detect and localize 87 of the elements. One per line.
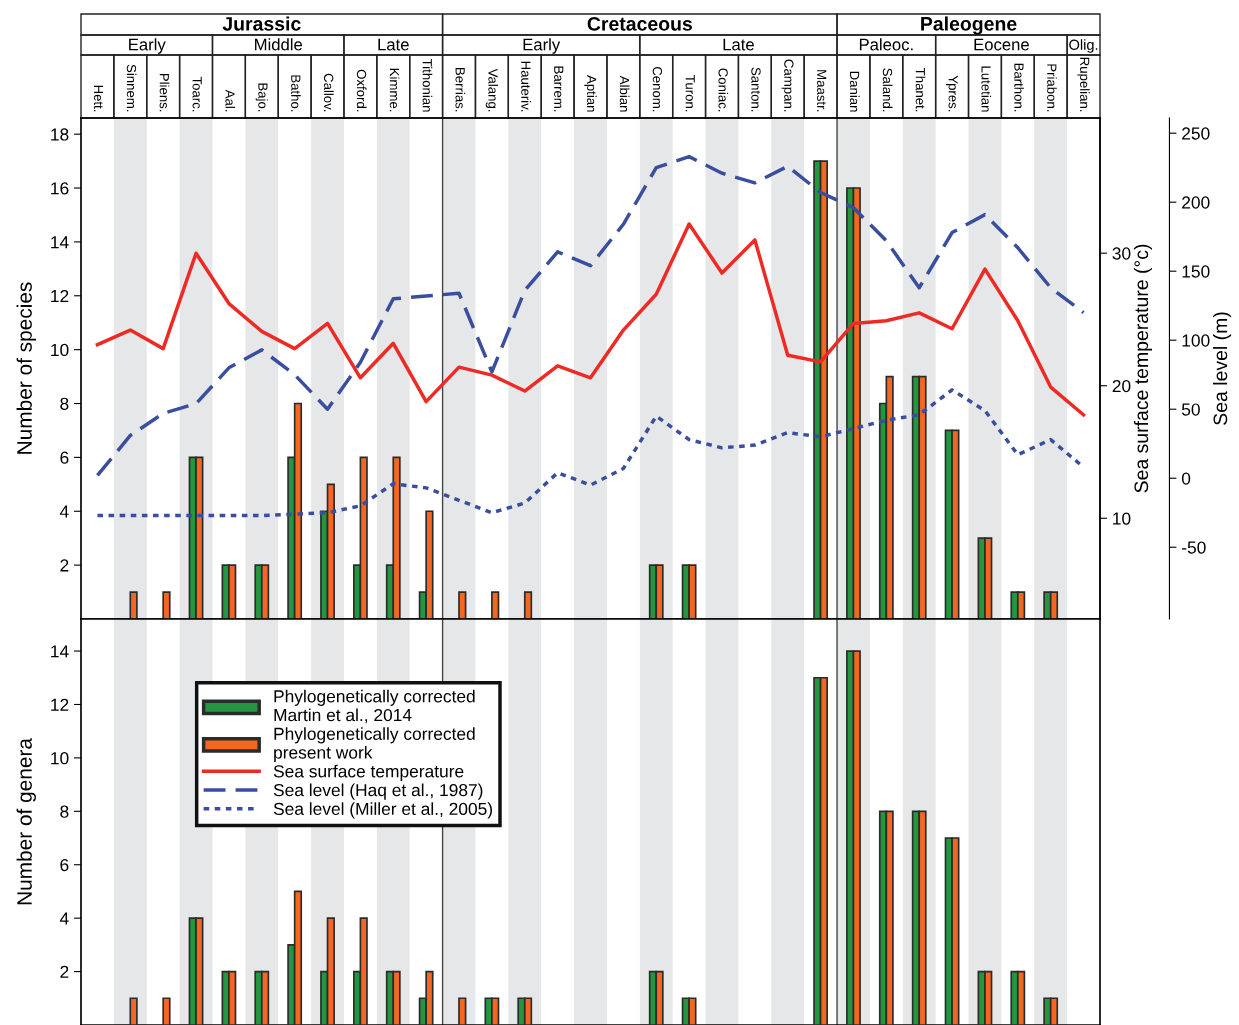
x-tick-label: Pliens. (159, 73, 170, 112)
line-series (95, 154, 1086, 478)
x-tick-label: Callov. (323, 73, 334, 112)
y2-tick-label: 10 (1113, 512, 1131, 525)
y-tick-label: 6 (60, 858, 69, 872)
y-axis-title: Number of species (16, 282, 36, 454)
y3-tick-label: 50 (1181, 403, 1200, 416)
legend-label: Sea surface temperature (273, 764, 464, 781)
bar (162, 997, 171, 1025)
x-tick-label: Santon. (751, 67, 761, 112)
x-tick-label: Rupelian. (1077, 57, 1090, 112)
x-tick-label: Kimme. (389, 68, 400, 112)
legend-label: Phylogenetically corrected Martin et al., 2014 (274, 689, 475, 724)
x-tick-label: Aptian (584, 75, 597, 112)
x-tick-label: Campan. (781, 59, 794, 112)
y-tick-label: 10 (51, 343, 69, 357)
x-tick-label: Barthon. (1014, 63, 1024, 112)
x-tick-label: Turon. (685, 75, 695, 112)
bar (491, 591, 500, 619)
x-tick-label: Barrem. (554, 66, 564, 112)
bar (458, 997, 467, 1025)
y-tick-label: 8 (60, 805, 69, 818)
x-tick-label: Ypres. (945, 75, 958, 112)
x-tick-label: Toarc. (192, 76, 202, 112)
text: Paleoc. (859, 38, 913, 51)
y3-tick-label: -50 (1182, 541, 1206, 554)
y3-axis-title: Sea level (m) (1212, 312, 1232, 425)
text: Cretaceous (587, 16, 692, 31)
legend-label: Phylogenetically corrected present work (274, 727, 475, 763)
bar (523, 591, 533, 619)
y-tick-label: 2 (60, 559, 69, 572)
y-tick-label: 12 (51, 698, 69, 711)
bar (458, 591, 467, 619)
text: Early (129, 38, 166, 54)
y2-tick-label: 30 (1112, 247, 1131, 260)
x-tick-label: Maastr. (817, 70, 827, 112)
text: Paleogene (921, 16, 1017, 35)
text: Late (378, 38, 409, 51)
bar (129, 997, 138, 1025)
y-tick-label: 4 (59, 505, 69, 518)
x-tick-label: Sinnem. (126, 64, 137, 112)
y2-tick-label: 20 (1112, 379, 1131, 393)
x-tick-label: Hauteriv. (521, 61, 531, 112)
x-tick-label: Bajo. (255, 83, 268, 112)
y-tick-label: 2 (60, 965, 69, 978)
x-tick-label: Valang. (485, 68, 499, 112)
x-tick-label: Aal. (225, 89, 236, 112)
x-tick-label: Saland. (882, 68, 893, 112)
y-tick-label: 14 (51, 236, 69, 249)
y3-tick-label: 200 (1182, 196, 1210, 209)
y-tick-label: 8 (60, 397, 69, 410)
x-tick-label: Coniac. (718, 68, 729, 112)
legend-label: Sea level (Haq et al., 1987) (273, 783, 483, 800)
text: Early (523, 38, 561, 54)
x-tick-label: Hett. (93, 85, 104, 112)
y-tick-label: 18 (51, 128, 69, 141)
line-series (95, 222, 1086, 417)
x-tick-label: Danian (849, 71, 860, 112)
y3-tick-label: 150 (1182, 265, 1210, 278)
x-tick-label: Cenom. (652, 66, 663, 112)
legend-label: Sea level (Miller et al., 2005) (273, 802, 492, 819)
y-tick-label: 4 (59, 912, 69, 925)
y3-tick-label: 250 (1182, 127, 1210, 140)
y-tick-label: 6 (60, 451, 69, 464)
text: Late (723, 38, 754, 51)
x-tick-label: Albian (619, 75, 630, 112)
y-axis-title: Number of genera (16, 738, 36, 905)
y-tick-label: 10 (51, 752, 69, 765)
y3-tick-label: 0 (1181, 472, 1191, 485)
x-tick-label: Priabon. (1047, 64, 1057, 112)
text: Eocene (974, 38, 1029, 51)
bar (162, 591, 171, 619)
y3-tick-label: 100 (1182, 334, 1210, 347)
y2-axis-title: Sea surface temperature (°c) (1133, 244, 1153, 493)
x-tick-label: Thanet. (915, 68, 926, 112)
x-tick-label: Berrias. (455, 68, 466, 112)
x-tick-label: Tithonian (422, 58, 433, 112)
bar (129, 591, 138, 619)
text: Olig. (1069, 39, 1098, 53)
text: Jurassic (222, 16, 301, 31)
x-tick-label: Oxford. (356, 69, 367, 112)
y-tick-label: 12 (51, 289, 69, 303)
y-tick-label: 16 (51, 182, 69, 195)
x-tick-label: Lutetian (981, 66, 992, 112)
y-tick-label: 14 (51, 645, 69, 658)
text: Middle (255, 38, 303, 51)
x-tick-label: Batho. (291, 75, 301, 112)
